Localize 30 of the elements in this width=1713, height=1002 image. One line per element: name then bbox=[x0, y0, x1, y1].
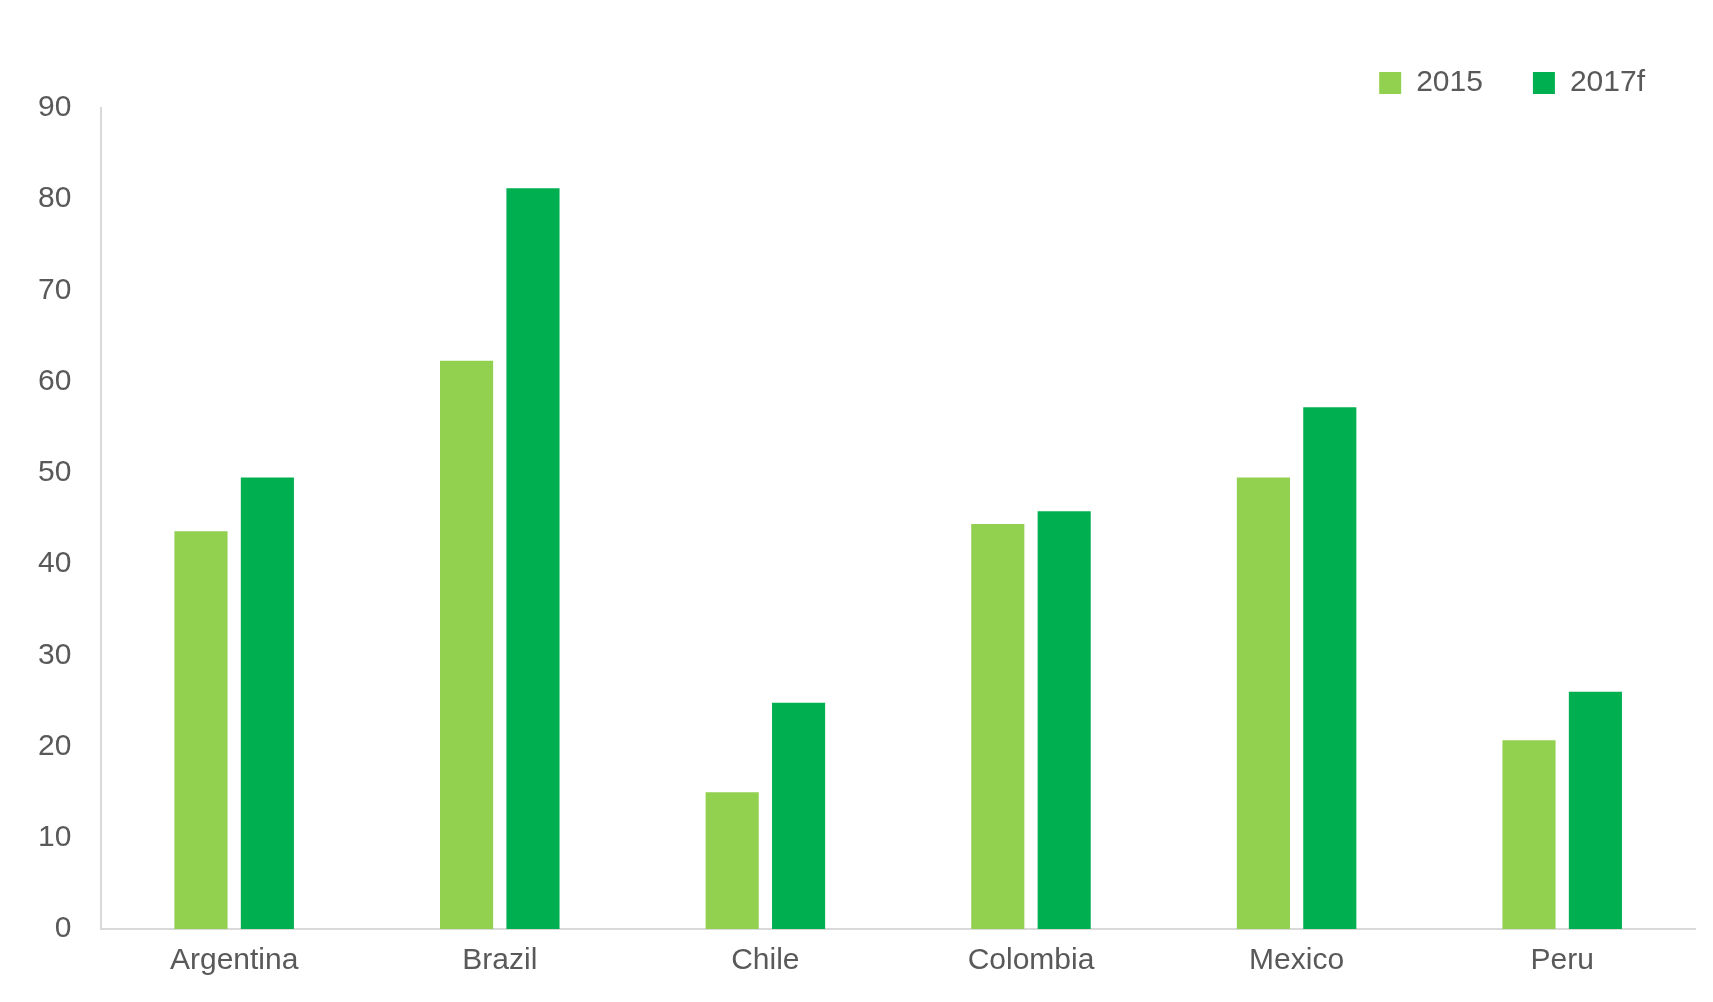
x-tick-label: Chile bbox=[731, 942, 800, 976]
y-tick-label: 0 bbox=[54, 910, 72, 944]
bar bbox=[1502, 740, 1556, 929]
y-tick-label: 80 bbox=[37, 180, 72, 214]
bar bbox=[440, 360, 494, 929]
bar bbox=[1236, 477, 1290, 929]
x-tick-label: Mexico bbox=[1249, 942, 1345, 976]
y-tick-label: 60 bbox=[37, 362, 72, 396]
legend-label: 2015 bbox=[1416, 64, 1483, 98]
bar bbox=[971, 523, 1025, 929]
x-tick-label: Colombia bbox=[967, 942, 1095, 976]
bar bbox=[1303, 407, 1357, 929]
bar bbox=[506, 188, 560, 929]
y-tick-label: 70 bbox=[37, 271, 72, 305]
y-tick-label: 30 bbox=[37, 636, 72, 670]
y-tick-label: 50 bbox=[37, 454, 72, 488]
bar bbox=[240, 477, 294, 929]
x-tick-label: Brazil bbox=[462, 942, 538, 976]
y-tick-label: 90 bbox=[37, 89, 72, 123]
x-tick-label: Peru bbox=[1530, 942, 1594, 976]
y-tick-label: 20 bbox=[37, 727, 72, 761]
bar bbox=[772, 702, 826, 929]
bar bbox=[1037, 511, 1091, 929]
x-tick-label: Argentina bbox=[169, 942, 299, 976]
legend-label: 2017f bbox=[1569, 64, 1646, 98]
y-tick-label: 10 bbox=[37, 819, 72, 853]
bar bbox=[705, 792, 759, 929]
bar bbox=[174, 531, 228, 929]
bar bbox=[1568, 691, 1622, 929]
y-tick-label: 40 bbox=[37, 545, 72, 579]
